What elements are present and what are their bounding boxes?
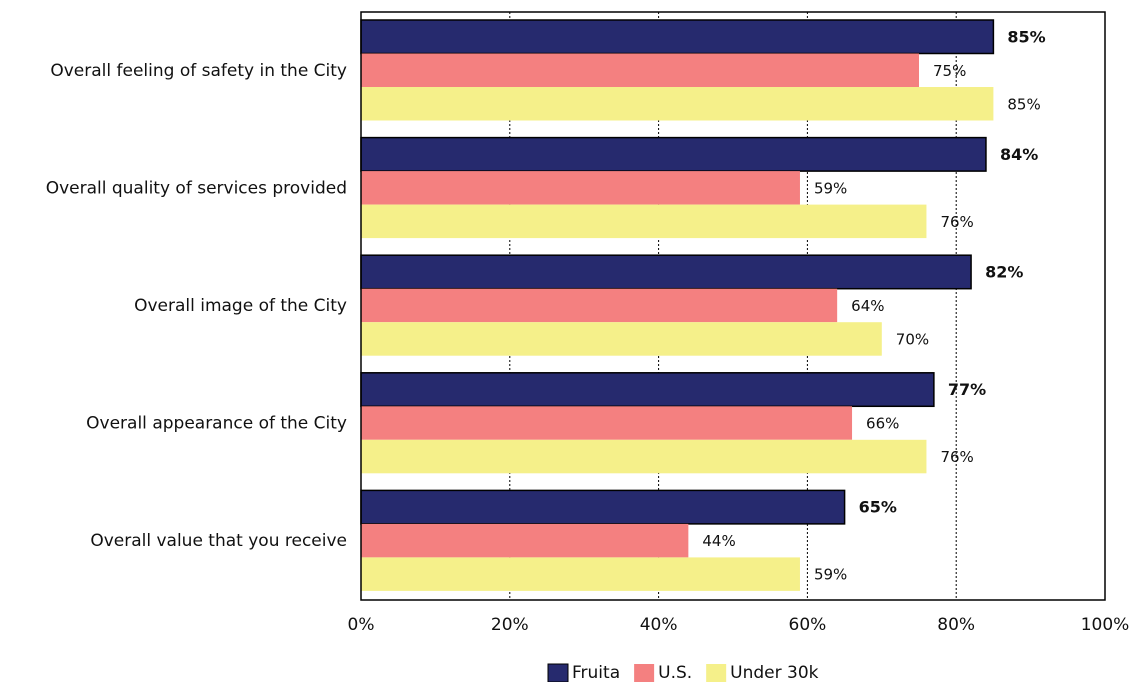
category-label: Overall appearance of the City [86,414,347,434]
legend-swatch [547,663,569,682]
value-label: 76% [940,448,973,466]
bar [360,372,935,408]
bar [361,288,838,323]
value-label: 85% [1007,95,1040,113]
bar [361,53,919,87]
bar [361,406,853,440]
value-label: 44% [702,532,735,550]
category-label: Overall feeling of safety in the City [50,61,347,81]
x-tick-label: 60% [789,615,827,635]
plot-frame [360,11,1106,601]
x-tick-label: 100% [1081,615,1130,635]
value-label: 85% [1007,27,1045,46]
value-label: 77% [948,380,986,399]
category-label: Overall value that you receive [90,531,347,551]
legend-label: Under 30k [730,663,818,682]
x-tick-label: 0% [348,615,375,635]
bar [361,557,800,591]
x-tick-label: 20% [491,615,529,635]
value-label: 59% [814,179,847,197]
bar [361,322,882,356]
bar [360,136,987,172]
bar [360,19,995,55]
value-label: 75% [933,62,966,80]
bar [361,523,689,558]
category-label: Overall quality of services provided [46,178,347,198]
bar [361,87,994,121]
value-label: 64% [851,297,884,315]
value-label: 76% [940,213,973,231]
legend-swatch [634,664,655,682]
x-tick-label: 40% [640,615,678,635]
bar [360,489,846,525]
bar [360,254,972,290]
bar [361,204,927,239]
bar [361,439,927,474]
value-label: 82% [985,262,1023,281]
value-label: 66% [866,415,899,433]
legend-swatch [706,664,727,682]
bar [361,171,800,205]
legend-label: U.S. [658,663,692,682]
value-label: 70% [896,330,929,348]
value-label: 65% [859,498,897,517]
category-label: Overall image of the City [134,296,347,316]
legend-label: Fruita [572,663,620,682]
value-label: 84% [1000,145,1038,164]
x-tick-label: 80% [937,615,975,635]
value-label: 59% [814,566,847,584]
